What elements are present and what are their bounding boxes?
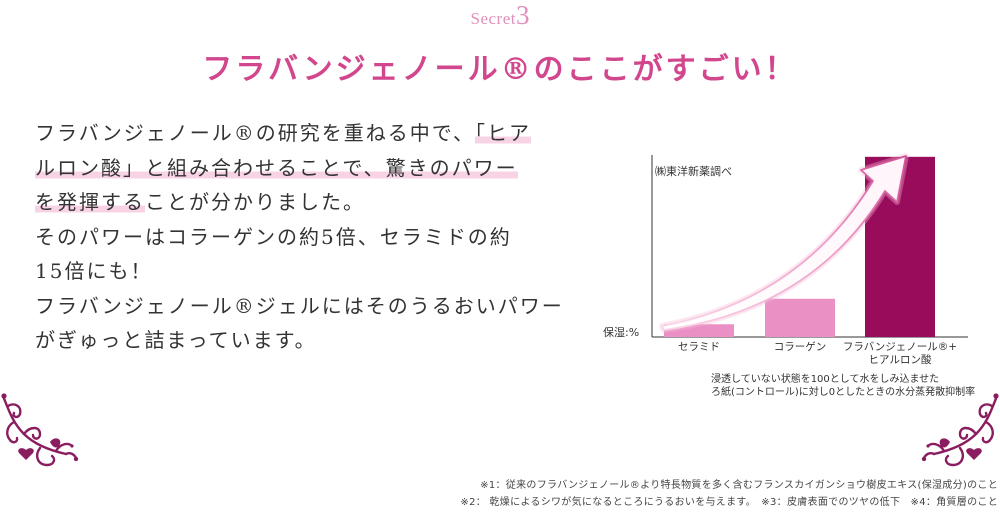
- curved-arrow-icon: [659, 153, 909, 333]
- page-title: フラバンジェノール®のここがすごい！: [202, 52, 798, 87]
- intro-text: がぎゅっと詰まっています。: [35, 328, 317, 352]
- secret-label: Secret3: [0, 0, 1000, 32]
- moisture-bar-chart: [651, 153, 968, 338]
- bar-collagen: [765, 298, 835, 337]
- intro-text: フラバンジェノール®の研究を重ねる中で、: [35, 121, 475, 145]
- secret-word: Secret: [470, 9, 516, 28]
- footnotes: ※1：従来のフラバンジェノール®より特長物質を多く含むフランスカイガンショウ樹皮…: [0, 477, 998, 511]
- intro-line: 15倍にも！: [35, 254, 565, 289]
- right-flourish-icon: [921, 393, 999, 467]
- chart-y-label: 保湿:%: [603, 326, 640, 339]
- intro-line: がぎゅっと詰まっています。: [35, 323, 565, 358]
- category-label-flavangenol-hyaluronic: フラバンジェノール®+ ヒアルロン酸: [842, 341, 958, 366]
- highlighted-text: ルロン酸」と組み合わせることで、驚きのパワー: [35, 155, 518, 180]
- category-label-collagen: コラーゲン: [773, 341, 827, 353]
- intro-line: ルロン酸」と組み合わせることで、驚きのパワー: [35, 151, 565, 186]
- footnote: ※2： 乾燥によるシワが気になるところにうるおいを与えます。 ※3：皮膚表面での…: [460, 497, 998, 508]
- chart-caption: 浸透していない状態を100として水をしみ込ませた ろ紙(コントロール)に対し0と…: [711, 373, 975, 399]
- intro-line: フラバンジェノール®の研究を重ねる中で、「ヒア: [35, 116, 565, 151]
- intro-line: そのパワーはコラーゲンの約5倍、セラミドの約: [35, 220, 565, 255]
- intro-text: そのパワーはコラーゲンの約5倍、セラミドの約: [35, 224, 512, 249]
- intro-text: ことが分かりました。: [145, 190, 365, 214]
- intro-line: フラバンジェノール®ジェルにはそのうるおいパワー: [35, 289, 565, 324]
- intro-paragraph: フラバンジェノール®の研究を重ねる中で、「ヒア ルロン酸」と組み合わせることで、…: [35, 116, 565, 358]
- secret-number: 3: [515, 0, 530, 30]
- intro-text: フラバンジェノール®ジェルにはそのうるおいパワー: [35, 293, 564, 318]
- left-flourish-icon: [1, 393, 79, 467]
- intro-text: 15倍にも！: [35, 259, 153, 283]
- footnote: ※1：従来のフラバンジェノール®より特長物質を多く含むフランスカイガンショウ樹皮…: [480, 480, 998, 491]
- chart-caption-line: ろ紙(コントロール)に対し0としたときの水分蒸発散抑制率: [711, 387, 976, 398]
- chart-source-note: ㈱東洋新薬調べ: [655, 165, 732, 178]
- highlighted-text: 「ヒア: [475, 121, 531, 145]
- intro-line: を発揮することが分かりました。: [35, 185, 565, 220]
- highlighted-text: を発揮する: [35, 190, 145, 214]
- category-label-ceramide: セラミド: [678, 341, 720, 353]
- chart-caption-line: 浸透していない状態を100として水をしみ込ませた: [711, 374, 940, 385]
